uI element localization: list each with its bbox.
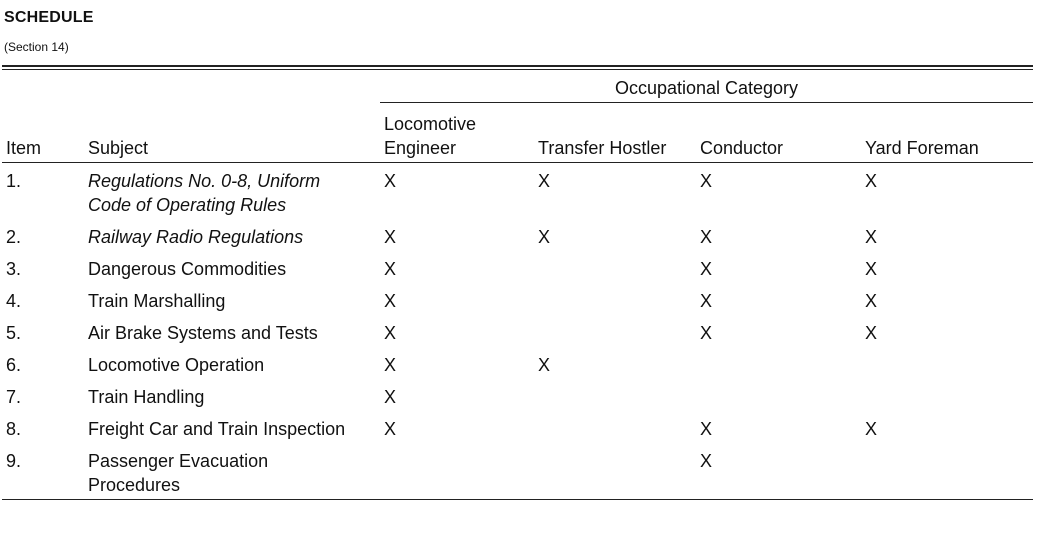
mark-conductor: X: [700, 323, 713, 343]
mark-transfer-hostler: [534, 317, 696, 349]
item-cell: 6.: [6, 355, 22, 375]
mark-transfer-hostler: X: [538, 171, 551, 191]
table-row: 3. Dangerous Commodities X X X: [2, 253, 1033, 285]
item-cell: 5.: [6, 323, 22, 343]
mark-yard-foreman: X: [865, 323, 878, 343]
mark-transfer-hostler: [534, 253, 696, 285]
mark-locomotive-engineer: [380, 445, 534, 500]
mark-conductor: X: [700, 451, 713, 471]
header-conductor: Conductor: [700, 138, 784, 158]
item-cell: 3.: [6, 259, 22, 279]
header-locomotive-engineer: Locomotive Engineer: [384, 114, 477, 158]
subject-cell: Passenger Evacuation Procedures: [88, 451, 269, 495]
mark-transfer-hostler: [534, 445, 696, 500]
header-subject: Subject: [88, 138, 149, 158]
mark-transfer-hostler: X: [538, 355, 551, 375]
mark-yard-foreman: X: [865, 227, 878, 247]
double-rule-divider: [2, 65, 1033, 70]
table-row: 2. Railway Radio Regulations X X X X: [2, 221, 1033, 253]
table-row: 4. Train Marshalling X X X: [2, 285, 1033, 317]
mark-conductor: X: [700, 419, 713, 439]
mark-locomotive-engineer: X: [384, 291, 397, 311]
mark-yard-foreman: X: [865, 259, 878, 279]
table-row: 9. Passenger Evacuation Procedures X: [2, 445, 1033, 500]
item-cell: 8.: [6, 419, 22, 439]
header-yard-foreman: Yard Foreman: [865, 138, 979, 158]
mark-yard-foreman: [861, 349, 1033, 381]
mark-transfer-hostler: [534, 413, 696, 445]
mark-locomotive-engineer: X: [384, 259, 397, 279]
item-cell: 4.: [6, 291, 22, 311]
table-row: 7. Train Handling X: [2, 381, 1033, 413]
subject-cell: Dangerous Commodities: [88, 259, 287, 279]
document-title: SCHEDULE: [4, 9, 94, 26]
section-reference: (Section 14): [4, 40, 69, 54]
table-row: 1. Regulations No. 0-8, Uniform Code of O…: [2, 163, 1033, 222]
mark-yard-foreman: X: [865, 291, 878, 311]
subject-cell: Freight Car and Train Inspection: [88, 419, 346, 439]
mark-yard-foreman: [861, 445, 1033, 500]
subject-cell: Locomotive Operation: [88, 355, 265, 375]
table-row: 5. Air Brake Systems and Tests X X X: [2, 317, 1033, 349]
mark-locomotive-engineer: X: [384, 227, 397, 247]
mark-locomotive-engineer: X: [384, 419, 397, 439]
mark-locomotive-engineer: X: [384, 387, 397, 407]
mark-conductor: X: [700, 259, 713, 279]
table-header-row: Item Subject Locomotive Engineer Transfe…: [2, 108, 1033, 163]
subject-cell: Regulations No. 0-8, Uniform Code of Ope…: [88, 171, 321, 215]
item-cell: 7.: [6, 387, 22, 407]
mark-conductor: X: [700, 291, 713, 311]
group-header-occupational-category: Occupational Category: [614, 78, 799, 98]
subject-cell: Air Brake Systems and Tests: [88, 323, 318, 343]
mark-transfer-hostler: [534, 285, 696, 317]
mark-transfer-hostler: X: [538, 227, 551, 247]
item-cell: 2.: [6, 227, 22, 247]
item-cell: 9.: [6, 451, 22, 471]
subject-cell: Railway Radio Regulations: [88, 227, 304, 247]
header-item: Item: [6, 138, 42, 158]
subject-cell: Train Handling: [88, 387, 205, 407]
mark-conductor: [696, 349, 861, 381]
schedule-table: Item Subject Locomotive Engineer Transfe…: [2, 108, 1033, 500]
mark-locomotive-engineer: X: [384, 355, 397, 375]
group-header-rule: [380, 102, 1033, 103]
mark-transfer-hostler: [534, 381, 696, 413]
subject-cell: Train Marshalling: [88, 291, 226, 311]
mark-yard-foreman: X: [865, 171, 878, 191]
mark-conductor: X: [700, 227, 713, 247]
item-cell: 1.: [6, 171, 22, 191]
mark-locomotive-engineer: X: [384, 171, 397, 191]
mark-conductor: X: [700, 171, 713, 191]
table-row: 6. Locomotive Operation X X: [2, 349, 1033, 381]
mark-conductor: [696, 381, 861, 413]
table-row: 8. Freight Car and Train Inspection X X X: [2, 413, 1033, 445]
mark-yard-foreman: [861, 381, 1033, 413]
mark-yard-foreman: X: [865, 419, 878, 439]
mark-locomotive-engineer: X: [384, 323, 397, 343]
header-transfer-hostler: Transfer Hostler: [538, 138, 667, 158]
